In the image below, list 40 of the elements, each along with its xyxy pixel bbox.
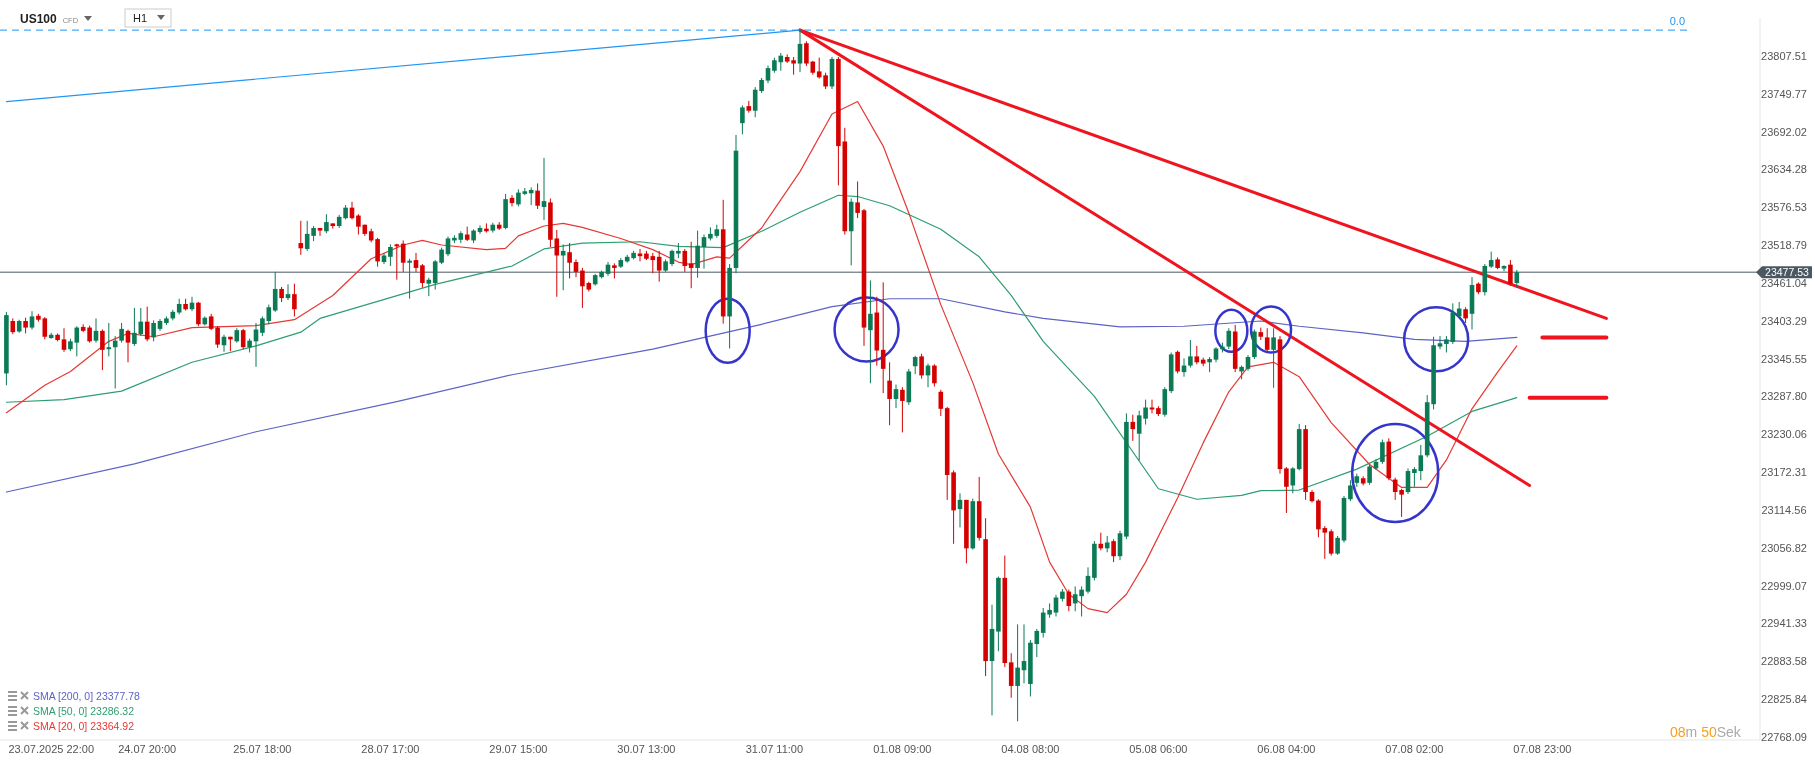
y-tick-label: 23576.53 [1761,201,1807,214]
x-tick-label: 24.07 20:00 [118,743,177,755]
x-tick-label: 31.07 11:00 [745,743,804,755]
annotation: H1 [133,12,148,24]
annotation: 08m 50Sek [1670,724,1742,740]
x-tick-label: 05.08 06:00 [1129,743,1188,755]
x-tick-label: 06.08 04:00 [1257,743,1316,755]
y-tick-label: 23461.04 [1761,276,1807,289]
y-tick-label: 23287.80 [1761,390,1807,403]
x-tick-label: 07.08 23:00 [1513,743,1572,755]
y-tick-label: 22941.33 [1761,617,1807,630]
y-tick-label: 22999.07 [1761,579,1807,592]
y-tick-label: 22768.09 [1761,730,1807,743]
x-tick-label: 28.07 17:00 [361,743,420,755]
y-tick-label: 22825.84 [1761,693,1807,706]
annotation: 0.0 [1669,15,1685,28]
x-tick-label: 29.07 15:00 [489,743,548,755]
x-tick-label: 04.08 08:00 [1001,743,1060,755]
y-tick-label: 23403.29 [1761,314,1807,327]
y-tick-label: 23518.79 [1761,239,1807,251]
y-tick-label: 23114.56 [1761,503,1807,516]
y-tick-label: 23749.77 [1761,87,1807,100]
text: SMA [50, 0] 23286.32 [33,704,135,717]
y-tick-label: 22883.58 [1761,655,1807,668]
y-tick-label: 23345.55 [1761,352,1807,365]
x-tick-label: 25.07 18:00 [233,743,292,755]
ref-line-label: 23477.53 [1765,265,1810,278]
x-tick-label: 07.08 02:00 [1385,743,1444,755]
y-tick-label: 23056.82 [1761,541,1807,554]
y-tick-label: 23634.28 [1761,163,1807,176]
x-tick-label: 23.07.2025 22:00 [8,743,95,755]
text: SMA [20, 0] 23364.92 [33,719,135,732]
x-tick-label: 30.07 13:00 [617,743,676,755]
y-tick-label: 23807.51 [1761,49,1807,62]
x-tick-label: 01.08 09:00 [873,743,932,755]
text: SMA [200, 0] 23377.78 [33,689,140,702]
y-tick-label: 23172.31 [1761,466,1807,479]
y-tick-label: 23230.06 [1761,428,1807,441]
y-tick-label: 23692.02 [1761,125,1807,138]
chart-title: US100 [20,12,57,26]
